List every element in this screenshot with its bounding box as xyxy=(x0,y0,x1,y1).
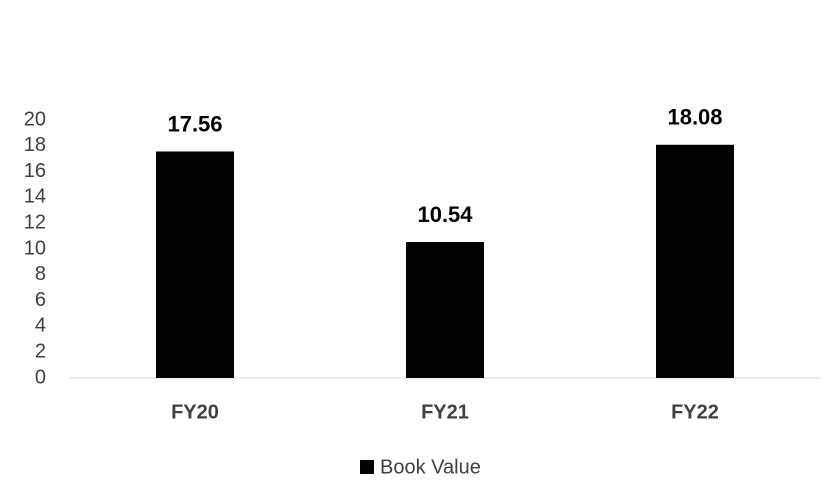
x-tick-label: FY20 xyxy=(171,401,219,423)
data-label: 10.54 xyxy=(417,202,473,227)
bar xyxy=(406,242,484,378)
y-tick-label: 14 xyxy=(24,186,46,208)
y-tick-label: 2 xyxy=(35,340,46,362)
y-tick-label: 4 xyxy=(35,315,46,337)
legend-label: Book Value xyxy=(380,456,481,478)
y-tick-label: 8 xyxy=(35,263,46,285)
legend-swatch xyxy=(360,460,374,474)
x-tick-label: FY21 xyxy=(421,401,469,423)
y-tick-label: 16 xyxy=(24,160,46,182)
y-tick-label: 6 xyxy=(35,289,46,311)
bar xyxy=(656,144,734,378)
data-label: 18.08 xyxy=(667,105,722,130)
bar xyxy=(156,151,234,378)
data-label: 17.56 xyxy=(167,111,222,136)
x-tick-label: FY22 xyxy=(671,401,719,423)
y-tick-label: 12 xyxy=(24,211,46,233)
y-tick-label: 10 xyxy=(24,237,46,259)
y-tick-label: 20 xyxy=(24,108,46,130)
y-tick-label: 0 xyxy=(35,366,46,388)
y-tick-label: 18 xyxy=(24,134,46,156)
